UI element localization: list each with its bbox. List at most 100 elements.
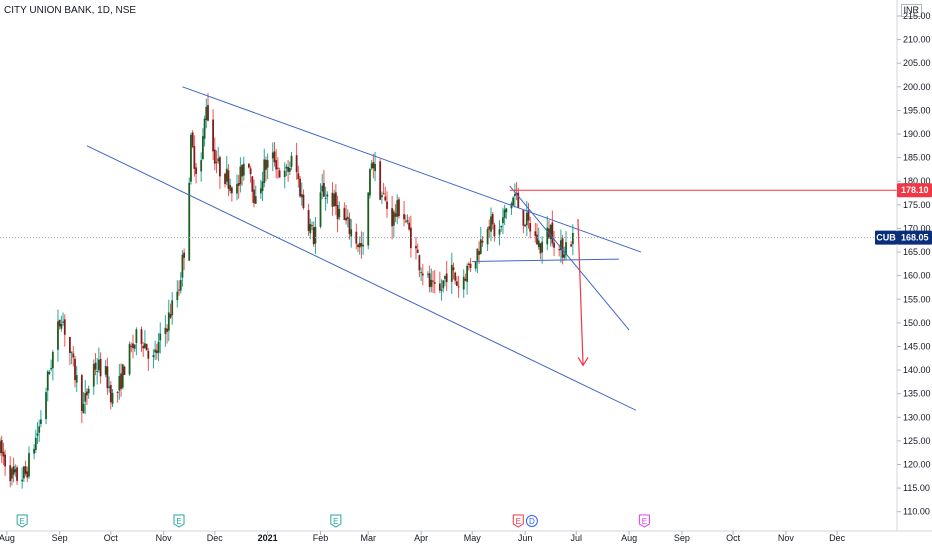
candle-body <box>462 276 465 290</box>
candle <box>355 223 358 250</box>
candle <box>4 449 7 476</box>
candle-body <box>0 441 1 454</box>
x-tick-label: Aug <box>621 533 637 543</box>
candle-body <box>227 170 230 189</box>
candle <box>130 342 133 353</box>
candle-body <box>348 218 351 234</box>
candle-body <box>442 280 445 289</box>
candle-body <box>457 286 460 288</box>
candle <box>481 235 484 247</box>
candle <box>271 142 274 172</box>
candle <box>343 202 346 221</box>
candle-body <box>525 212 528 226</box>
candle <box>50 359 53 372</box>
candle <box>181 250 184 287</box>
candle-body <box>201 136 204 160</box>
candle-body <box>38 426 41 433</box>
price-badge <box>897 230 932 245</box>
candle-body <box>357 244 359 248</box>
event-marker[interactable]: E <box>173 514 185 528</box>
earnings-marker-shape <box>16 514 28 528</box>
candle-body <box>444 275 446 279</box>
candle <box>80 373 83 424</box>
candle-body <box>529 223 532 232</box>
candle-body <box>45 392 47 419</box>
candle-body <box>384 196 387 201</box>
candle-body <box>26 471 29 478</box>
candle <box>367 191 370 250</box>
candle-body <box>178 289 180 291</box>
candle <box>290 151 293 171</box>
candle-body <box>309 224 312 234</box>
candle-body <box>16 467 18 481</box>
candle <box>466 263 469 295</box>
candle-body <box>99 358 102 377</box>
candle <box>219 155 221 189</box>
trend-line[interactable] <box>509 185 630 331</box>
trend-line[interactable] <box>86 145 637 411</box>
candle <box>380 191 383 204</box>
candle-body <box>331 192 334 207</box>
candle-body <box>295 155 298 173</box>
trend-line[interactable] <box>182 86 642 253</box>
candle-body <box>479 239 482 254</box>
candle <box>273 142 276 167</box>
event-marker[interactable]: E <box>512 514 524 528</box>
candle <box>403 201 405 227</box>
y-tick-label: 165.00 <box>903 247 931 257</box>
candle <box>140 326 143 352</box>
candle-body <box>276 167 279 169</box>
candle-body <box>498 229 501 235</box>
candle-body <box>215 161 218 163</box>
candle <box>104 359 107 378</box>
candle <box>111 389 114 407</box>
candle <box>87 385 90 399</box>
candle <box>259 179 262 200</box>
candle-body <box>195 167 197 175</box>
candle-body <box>80 375 83 412</box>
price-badge-text: 168.05 <box>901 233 929 243</box>
candle-body <box>336 205 339 220</box>
symbol-badge-text: CUB <box>876 233 896 243</box>
candle <box>283 162 286 189</box>
candle <box>63 314 66 347</box>
candle-body <box>203 118 206 139</box>
y-tick-label: 185.00 <box>903 153 931 163</box>
trend-line[interactable] <box>472 258 619 262</box>
candle <box>558 244 561 257</box>
candle-body <box>9 465 12 482</box>
y-tick-label: 170.00 <box>903 223 931 233</box>
event-marker[interactable]: E <box>638 514 650 528</box>
event-marker[interactable]: E <box>330 514 342 528</box>
earnings-marker-shape <box>173 514 185 528</box>
candle-body <box>456 281 458 286</box>
candle <box>195 163 197 184</box>
currency-label[interactable]: INR <box>900 4 922 17</box>
candle <box>287 159 290 182</box>
y-tick-label: 130.00 <box>903 412 931 422</box>
price-badge <box>897 183 932 198</box>
candle <box>266 153 269 180</box>
candle-body <box>74 358 76 381</box>
symbol-badge <box>875 230 897 245</box>
candle <box>404 214 407 223</box>
candle <box>440 279 443 301</box>
trendlines-layer[interactable] <box>0 86 897 411</box>
candle-body <box>63 319 66 335</box>
x-tick-label: Aug <box>0 533 15 543</box>
candle-body <box>28 453 30 477</box>
event-marker[interactable]: E <box>16 514 28 528</box>
candle-body <box>319 192 322 227</box>
candle-body <box>404 221 407 223</box>
candle-body <box>133 344 136 349</box>
candle-body <box>92 364 95 387</box>
event-marker[interactable]: D <box>525 515 538 527</box>
candle-body <box>157 341 160 353</box>
candle-body <box>346 216 349 220</box>
candle <box>92 359 95 395</box>
candle <box>537 227 540 250</box>
candle-body <box>432 280 434 282</box>
candle <box>254 185 257 204</box>
